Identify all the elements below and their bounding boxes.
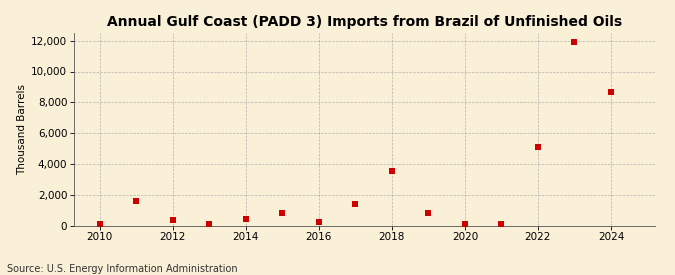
Point	[605, 90, 616, 94]
Point	[277, 211, 288, 215]
Point	[204, 222, 215, 226]
Point	[496, 222, 507, 226]
Text: Source: U.S. Energy Information Administration: Source: U.S. Energy Information Administ…	[7, 264, 238, 274]
Title: Annual Gulf Coast (PADD 3) Imports from Brazil of Unfinished Oils: Annual Gulf Coast (PADD 3) Imports from …	[107, 15, 622, 29]
Point	[167, 218, 178, 222]
Point	[95, 222, 105, 227]
Point	[350, 202, 360, 206]
Y-axis label: Thousand Barrels: Thousand Barrels	[17, 84, 27, 175]
Point	[533, 145, 543, 149]
Point	[569, 40, 580, 45]
Point	[423, 211, 434, 216]
Point	[387, 169, 398, 174]
Point	[460, 222, 470, 226]
Point	[240, 217, 251, 221]
Point	[313, 220, 324, 224]
Point	[131, 199, 142, 203]
